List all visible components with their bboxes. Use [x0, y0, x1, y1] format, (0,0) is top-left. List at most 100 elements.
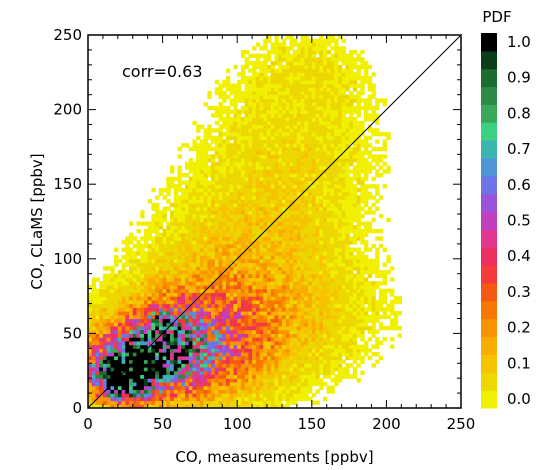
density-cell: [237, 370, 242, 376]
density-cell: [259, 311, 264, 316]
density-cell: [196, 225, 201, 230]
density-cell: [315, 240, 320, 245]
density-cell: [218, 284, 223, 290]
density-cell: [304, 296, 309, 301]
density-cell: [337, 206, 343, 211]
density-cell: [263, 128, 268, 133]
density-cell: [319, 366, 324, 372]
density-cell: [166, 307, 171, 312]
density-cell: [136, 322, 141, 327]
density-cell: [151, 307, 156, 312]
density-cell: [281, 337, 287, 342]
density-cell: [267, 299, 272, 305]
density-cell: [274, 38, 279, 44]
density-cell: [177, 228, 182, 234]
density-cell: [162, 288, 167, 293]
density-cell: [341, 269, 346, 275]
density-cell: [207, 325, 212, 331]
density-cell: [136, 404, 141, 408]
density-cell: [293, 120, 298, 126]
density-cell: [229, 385, 235, 390]
density-cell: [255, 281, 261, 286]
density-cell: [274, 146, 279, 152]
density-cell: [296, 311, 302, 316]
density-cell: [319, 109, 324, 114]
density-cell: [233, 206, 238, 211]
density-cell: [263, 158, 268, 163]
density-cell: [214, 251, 220, 256]
density-cell: [300, 79, 305, 85]
density-cell: [125, 281, 130, 286]
density-cell: [192, 288, 197, 293]
density-cell: [196, 180, 201, 185]
density-cell: [226, 94, 231, 100]
density-cell: [207, 90, 212, 96]
density-cell: [222, 131, 227, 137]
density-cell: [296, 281, 302, 286]
density-cell: [240, 76, 246, 81]
density-cell: [106, 370, 111, 376]
density-cell: [117, 311, 123, 316]
density-cell: [99, 307, 104, 312]
density-cell: [214, 146, 220, 152]
density-cell: [222, 94, 227, 100]
density-cell: [252, 393, 257, 398]
density-cell: [337, 214, 343, 219]
density-cell: [155, 333, 160, 338]
density-cell: [281, 206, 287, 211]
density-cell: [199, 281, 205, 286]
density-cell: [125, 355, 130, 361]
density-cell: [259, 236, 264, 241]
density-cell: [334, 176, 339, 182]
density-cell: [252, 281, 257, 286]
density-cell: [222, 83, 227, 88]
density-cell: [188, 359, 194, 364]
density-cell: [255, 374, 261, 379]
density-cell: [106, 363, 111, 368]
density-cell: [207, 378, 212, 383]
density-cell: [203, 340, 208, 346]
density-cell: [259, 385, 264, 390]
density-cell: [184, 396, 190, 402]
density-cell: [177, 333, 182, 338]
density-cell: [296, 396, 302, 402]
density-cell: [341, 340, 346, 346]
density-cell: [308, 273, 313, 279]
density-cell: [143, 299, 149, 305]
density-cell: [166, 243, 171, 249]
density-cell: [143, 329, 149, 334]
density-cell: [248, 333, 253, 338]
density-cell: [326, 68, 332, 73]
density-cell: [184, 161, 190, 167]
density-cell: [211, 325, 216, 331]
density-cell: [293, 187, 298, 193]
density-cell: [311, 87, 317, 92]
density-cell: [166, 191, 171, 196]
density-cell: [263, 57, 268, 62]
density-cell: [270, 83, 276, 88]
density-cell: [155, 206, 160, 211]
density-cell: [181, 247, 186, 252]
density-cell: [244, 161, 249, 167]
density-cell: [293, 83, 298, 88]
density-cell: [259, 214, 264, 219]
density-cell: [95, 296, 100, 301]
density-cell: [289, 389, 294, 394]
density-cell: [337, 113, 343, 118]
density-cell: [173, 370, 179, 376]
density-cell: [151, 255, 156, 260]
density-cell: [207, 359, 212, 364]
density-cell: [285, 255, 291, 260]
density-cell: [136, 329, 141, 334]
density-cell: [300, 53, 305, 58]
density-cell: [263, 281, 268, 286]
density-cell: [289, 381, 294, 387]
density-cell: [207, 128, 212, 133]
density-cell: [214, 359, 220, 364]
density-cell: [304, 370, 309, 376]
density-cell: [322, 57, 328, 62]
density-cell: [173, 199, 179, 204]
density-cell: [237, 381, 242, 387]
density-cell: [237, 251, 242, 256]
density-cell: [293, 173, 298, 178]
